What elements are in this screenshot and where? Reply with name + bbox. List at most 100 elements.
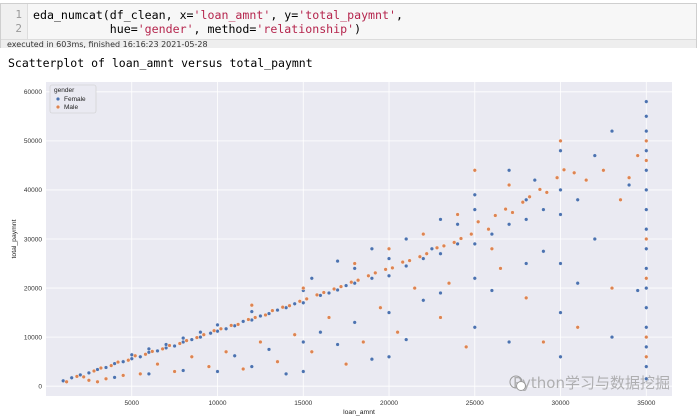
scatter-point xyxy=(201,332,206,337)
line-number-2: 2 xyxy=(15,22,22,35)
x-tick-label: 25000 xyxy=(466,400,484,407)
scatter-point xyxy=(284,371,289,376)
scatter-point xyxy=(284,305,289,310)
scatter-point xyxy=(541,207,546,212)
scatter-point xyxy=(458,236,464,241)
scatter-point xyxy=(421,232,426,237)
scatter-point xyxy=(74,374,79,379)
x-tick-label: 10000 xyxy=(208,400,226,407)
scatter-point xyxy=(361,339,366,345)
scatter-point xyxy=(215,329,220,334)
scatter-point xyxy=(215,369,220,374)
scatter-point xyxy=(386,273,392,278)
scatter-point xyxy=(537,187,542,192)
scatter-point xyxy=(469,232,474,237)
y-tick-label: 10000 xyxy=(24,334,42,341)
scatter-point xyxy=(464,344,469,349)
scatter-point xyxy=(309,276,314,281)
scatter-point xyxy=(412,286,417,291)
scatter-point xyxy=(626,182,632,188)
scatter-point xyxy=(575,197,580,202)
code-text: , method= xyxy=(193,22,257,36)
scatter-point xyxy=(644,364,649,369)
code-text: , y= xyxy=(270,8,299,22)
code-text: hue= xyxy=(33,22,138,36)
scatter-point xyxy=(644,207,649,212)
series-female xyxy=(61,99,649,383)
scatter-point xyxy=(554,175,560,180)
scatter-point xyxy=(98,365,103,371)
scatter-point xyxy=(644,335,649,340)
scatter-point xyxy=(438,217,443,222)
scatter-point xyxy=(172,343,177,349)
scatter-point xyxy=(441,243,446,248)
scatter-point xyxy=(275,359,280,364)
scatter-point xyxy=(383,267,388,272)
scatter-point xyxy=(558,187,563,192)
scatter-point xyxy=(532,178,537,183)
scatter-point xyxy=(181,368,186,373)
scatter-point xyxy=(644,246,649,251)
scatter-point xyxy=(558,261,563,266)
scatter-point xyxy=(194,335,199,340)
scatter-point xyxy=(472,241,477,246)
scatter-point xyxy=(421,298,426,303)
scatter-point xyxy=(143,352,148,357)
scatter-point xyxy=(344,362,349,367)
scatter-point xyxy=(404,337,409,342)
scatter-point xyxy=(189,337,194,342)
scatter-point xyxy=(400,260,405,265)
y-tick-label: 60000 xyxy=(24,89,42,96)
scatter-point xyxy=(335,342,340,347)
scatter-point xyxy=(601,168,606,173)
scatter-point xyxy=(103,365,109,370)
wechat-bubble xyxy=(516,381,526,391)
scatter-point xyxy=(224,326,229,331)
scatter-point xyxy=(489,246,494,251)
scatter-point xyxy=(507,339,512,345)
code-string: 'total_paymnt' xyxy=(298,8,396,22)
scatter-point xyxy=(609,335,615,340)
scatter-point xyxy=(81,374,86,379)
scatter-point xyxy=(249,303,254,308)
legend-box xyxy=(49,84,97,114)
scatter-point xyxy=(241,319,246,324)
scatter-point xyxy=(95,379,100,384)
scatter-point xyxy=(352,320,357,325)
scatter-point xyxy=(321,290,326,295)
scatter-point xyxy=(292,301,297,306)
code-string: 'relationship' xyxy=(256,22,355,36)
scatter-point xyxy=(206,364,211,369)
execution-status: executed in 603ms, finished 16:16:23 202… xyxy=(1,39,696,49)
scatter-point xyxy=(386,246,392,251)
series-male xyxy=(64,138,649,384)
x-tick-label: 35000 xyxy=(637,400,655,407)
scatter-point xyxy=(644,168,649,173)
scatter-point xyxy=(212,328,217,333)
x-axis-label: loan_amnt xyxy=(343,409,375,416)
code-cell[interactable]: 1 2 eda_numcat(df_clean, x='loan_amnt', … xyxy=(0,3,697,49)
scatter-point xyxy=(455,222,460,227)
code-editor[interactable]: eda_numcat(df_clean, x='loan_amnt', y='t… xyxy=(33,8,403,36)
scatter-point xyxy=(356,278,361,283)
scatter-point xyxy=(558,148,563,153)
scatter-point xyxy=(424,251,429,256)
legend-entry: Female xyxy=(64,96,86,103)
scatter-point xyxy=(121,373,126,378)
scatter-point xyxy=(91,368,97,374)
scatter-point xyxy=(524,261,529,266)
scatter-point xyxy=(138,371,143,376)
scatter-point xyxy=(524,197,529,202)
scatter-point xyxy=(455,212,460,217)
scatter-point xyxy=(78,372,83,377)
scatter-point xyxy=(429,246,434,251)
scatter-point xyxy=(86,370,91,375)
legend-marker xyxy=(55,96,61,102)
scatter-point xyxy=(644,138,649,143)
code-string: 'loan_amnt' xyxy=(193,8,271,22)
x-tick-label: 20000 xyxy=(380,400,398,407)
scatter-point xyxy=(241,366,246,372)
scatter-point xyxy=(369,246,374,251)
